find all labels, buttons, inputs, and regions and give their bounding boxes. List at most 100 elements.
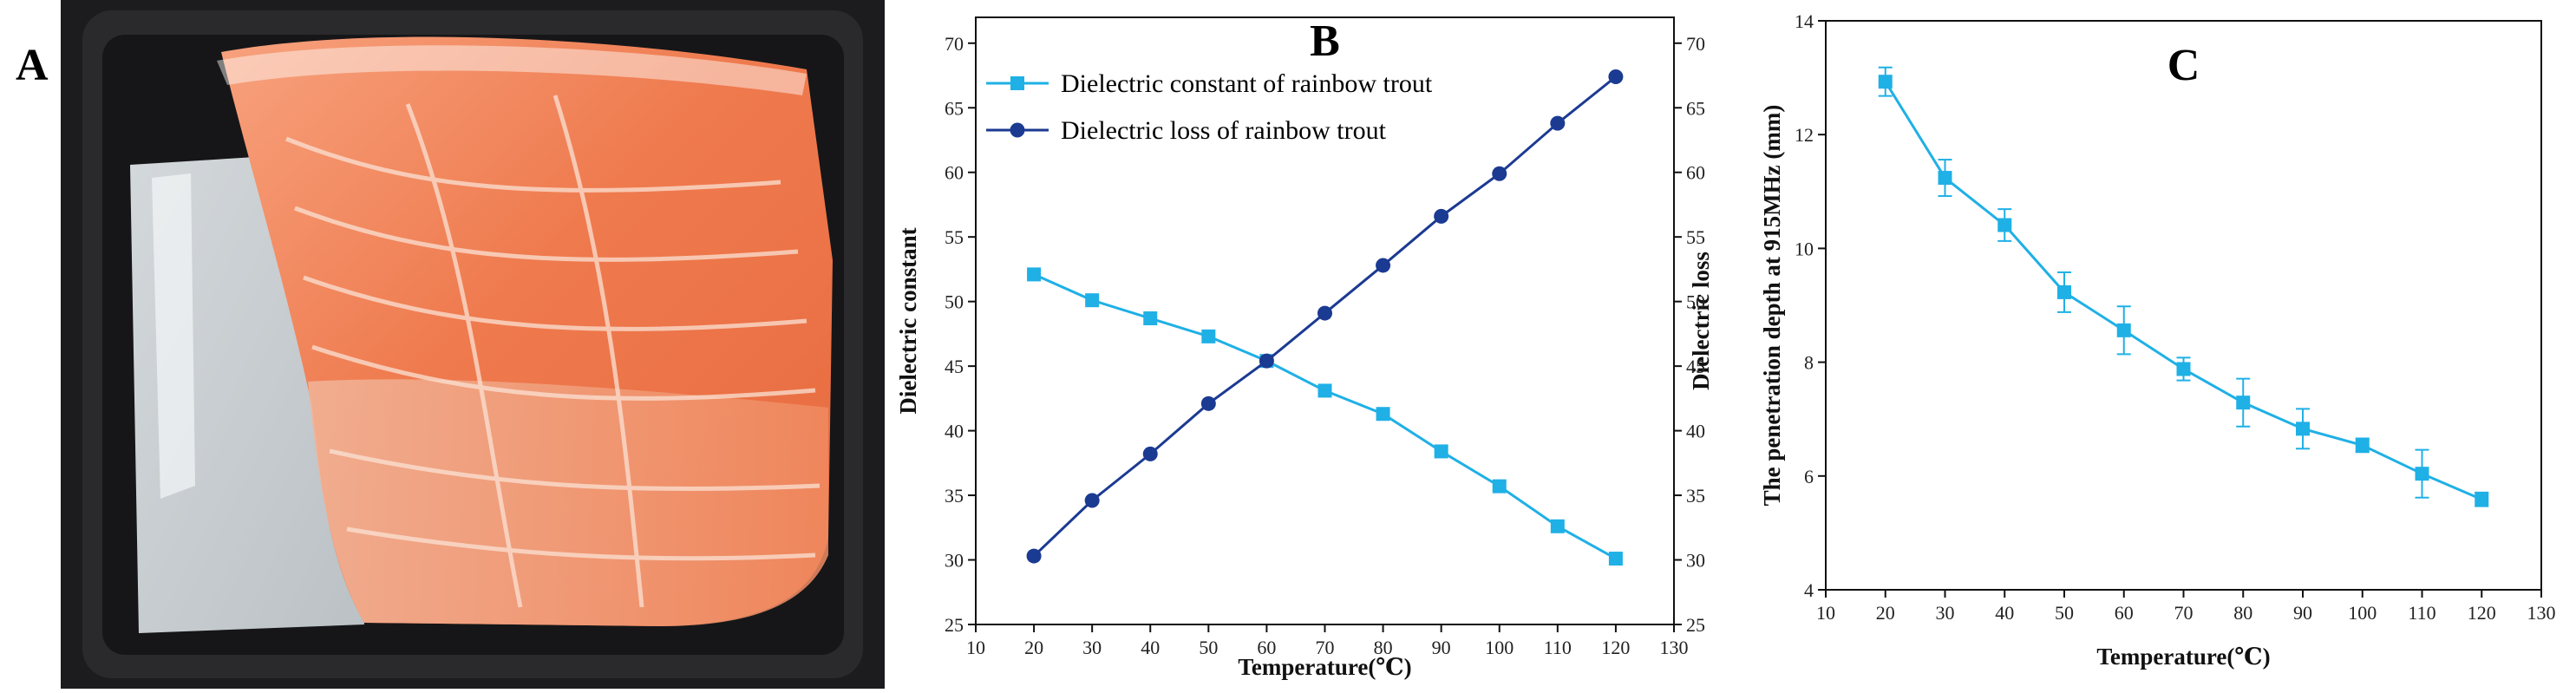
y-tick-label: 12 bbox=[1795, 124, 1814, 146]
chart-c-xlabel: Temperature(℃) bbox=[2096, 644, 2270, 670]
legend-label-dielectric-loss: Dielectric loss of rainbow trout bbox=[1061, 116, 1387, 145]
x-tick-label: 110 bbox=[1544, 637, 1572, 658]
y-tick-label-right: 60 bbox=[1686, 162, 1705, 184]
x-tick-label: 90 bbox=[1432, 637, 1451, 658]
x-tick-label: 80 bbox=[1374, 637, 1393, 658]
y-tick-label-left: 30 bbox=[945, 550, 964, 572]
x-tick-label: 70 bbox=[1316, 637, 1335, 658]
data-point-dielectric-loss bbox=[1084, 493, 1100, 508]
y-tick-label-right: 55 bbox=[1686, 226, 1705, 248]
panel-a: A bbox=[0, 0, 885, 689]
trout-photo: A bbox=[16, 0, 885, 689]
y-tick-label-left: 25 bbox=[945, 614, 964, 636]
y-tick-label-right: 30 bbox=[1686, 550, 1705, 572]
chart-b-ylabel-right: Dielectric loss bbox=[1688, 252, 1714, 390]
data-point-dielectric-loss bbox=[1492, 166, 1507, 181]
data-point-penetration-depth bbox=[2236, 396, 2251, 410]
x-tick-label: 120 bbox=[1601, 637, 1630, 658]
salmon-belly bbox=[308, 379, 828, 626]
bag-highlight bbox=[152, 173, 195, 499]
y-tick-label-right: 25 bbox=[1686, 614, 1705, 636]
y-tick-label-left: 40 bbox=[945, 421, 964, 442]
y-tick-label-left: 55 bbox=[945, 226, 964, 248]
legend-marker-dielectric-constant bbox=[1010, 76, 1024, 90]
data-point-penetration-depth bbox=[2475, 492, 2489, 507]
data-point-dielectric-constant bbox=[1201, 329, 1216, 343]
data-point-dielectric-loss bbox=[1434, 208, 1449, 224]
data-point-penetration-depth bbox=[2296, 422, 2310, 436]
data-point-dielectric-constant bbox=[1608, 552, 1623, 566]
x-tick-label: 50 bbox=[1199, 637, 1218, 658]
y-tick-label-right: 50 bbox=[1686, 291, 1705, 313]
y-tick-label: 10 bbox=[1795, 238, 1814, 259]
legend-marker-dielectric-loss bbox=[1010, 122, 1025, 138]
y-tick-label-left: 35 bbox=[945, 485, 964, 507]
x-tick-label: 10 bbox=[1816, 602, 1835, 624]
data-point-dielectric-constant bbox=[1027, 267, 1042, 282]
chart-c-ylabel: The penetration depth at 915MHz (mm) bbox=[1759, 105, 1785, 507]
y-tick-label-left: 65 bbox=[945, 97, 964, 119]
data-point-dielectric-constant bbox=[1376, 407, 1390, 422]
data-point-penetration-depth bbox=[2355, 438, 2370, 453]
x-tick-label: 100 bbox=[1485, 637, 1514, 658]
x-tick-label: 60 bbox=[1257, 637, 1276, 658]
data-point-penetration-depth bbox=[2116, 323, 2131, 337]
panel-label-a: A bbox=[16, 41, 49, 90]
x-tick-label: 80 bbox=[2233, 602, 2252, 624]
chart-b-ylabel-left: Dielectric constant bbox=[895, 227, 921, 414]
panel-b: B Temperature(℃) Dielectric constant Die… bbox=[885, 0, 1717, 689]
fat-lines bbox=[285, 95, 821, 608]
legend-label-dielectric-constant: Dielectric constant of rainbow trout bbox=[1061, 69, 1433, 98]
x-tick-label: 40 bbox=[1141, 637, 1160, 658]
data-point-dielectric-constant bbox=[1492, 479, 1507, 494]
y-tick-label-right: 35 bbox=[1686, 485, 1705, 507]
plastic-glare bbox=[217, 45, 807, 95]
data-point-penetration-depth bbox=[2176, 362, 2191, 376]
data-point-dielectric-loss bbox=[1550, 115, 1566, 131]
x-tick-label: 20 bbox=[1024, 637, 1043, 658]
data-point-dielectric-loss bbox=[1376, 258, 1391, 273]
y-tick-label-right: 65 bbox=[1686, 97, 1705, 119]
data-point-dielectric-loss bbox=[1026, 548, 1042, 564]
data-point-dielectric-constant bbox=[1317, 383, 1332, 398]
data-point-dielectric-constant bbox=[1550, 519, 1565, 533]
x-tick-label: 110 bbox=[2408, 602, 2435, 624]
data-point-penetration-depth bbox=[1997, 218, 2012, 232]
data-point-dielectric-constant bbox=[1143, 311, 1158, 326]
y-tick-label-right: 40 bbox=[1686, 421, 1705, 442]
chart-b: B Temperature(℃) Dielectric constant Die… bbox=[895, 16, 1714, 680]
data-point-dielectric-loss bbox=[1200, 396, 1216, 411]
y-tick-label: 6 bbox=[1804, 466, 1814, 487]
y-tick-label: 14 bbox=[1795, 10, 1814, 32]
x-tick-label: 10 bbox=[966, 637, 985, 658]
y-tick-label: 8 bbox=[1804, 352, 1814, 374]
x-tick-label: 50 bbox=[2055, 602, 2074, 624]
data-point-penetration-depth bbox=[2057, 284, 2071, 299]
series-line-penetration-depth bbox=[1884, 81, 2482, 501]
x-tick-label: 120 bbox=[2468, 602, 2496, 624]
chart-b-title: B bbox=[1310, 16, 1340, 66]
x-tick-label: 70 bbox=[2174, 602, 2194, 624]
data-point-dielectric-loss bbox=[1317, 305, 1332, 321]
y-tick-label-right: 45 bbox=[1686, 356, 1705, 377]
data-point-dielectric-loss bbox=[1259, 353, 1274, 369]
data-point-dielectric-loss bbox=[1142, 446, 1158, 461]
y-tick-label-left: 50 bbox=[945, 291, 964, 313]
data-point-dielectric-constant bbox=[1434, 444, 1448, 459]
x-tick-label: 130 bbox=[2527, 602, 2556, 624]
chart-b-xlabel: Temperature(℃) bbox=[1238, 654, 1411, 680]
y-tick-label-left: 70 bbox=[945, 33, 964, 55]
plot-frame-c bbox=[1825, 20, 2542, 591]
data-point-dielectric-constant bbox=[1085, 293, 1100, 308]
x-tick-label: 30 bbox=[1936, 602, 1955, 624]
y-tick-label-left: 60 bbox=[945, 162, 964, 184]
x-tick-label: 60 bbox=[2115, 602, 2134, 624]
data-point-dielectric-loss bbox=[1608, 69, 1624, 85]
data-point-penetration-depth bbox=[1878, 75, 1893, 89]
x-tick-label: 30 bbox=[1082, 637, 1102, 658]
y-tick-label-left: 45 bbox=[945, 356, 964, 377]
panel-c: C Temperature(℃) The penetration depth a… bbox=[1752, 0, 2576, 689]
x-tick-label: 90 bbox=[2293, 602, 2312, 624]
y-tick-label-right: 70 bbox=[1686, 33, 1705, 55]
x-tick-label: 130 bbox=[1660, 637, 1689, 658]
